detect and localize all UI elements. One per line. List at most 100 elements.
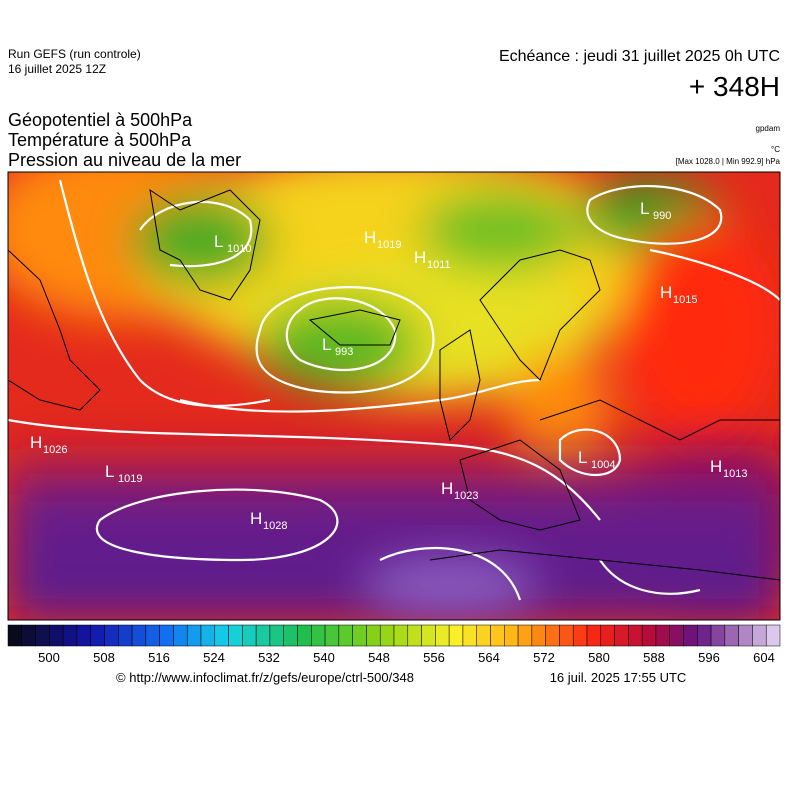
- unit-label: [Max 1028.0 | Min 992.9] hPa: [676, 157, 781, 166]
- colorbar-swatch: [228, 624, 243, 647]
- colorbar-swatch: [49, 624, 64, 647]
- source-link[interactable]: © http://www.infoclimat.fr/z/gefs/europe…: [116, 670, 414, 685]
- center-value: 990: [653, 210, 671, 222]
- colorbar-swatch: [145, 624, 160, 647]
- colorbar-swatch: [435, 624, 450, 647]
- colorbar-swatch: [366, 624, 381, 647]
- colorbar-tick-label: 524: [203, 650, 225, 665]
- colorbar-tick-label: 572: [533, 650, 555, 665]
- colorbar-swatch: [669, 624, 684, 647]
- colorbar-swatch: [338, 624, 353, 647]
- colorbar-swatch: [200, 624, 216, 647]
- center-value: 1028: [263, 520, 287, 532]
- colorbar-swatch: [641, 624, 657, 647]
- title-line: Température à 500hPa: [8, 130, 192, 150]
- center-value: 1011: [427, 259, 451, 271]
- center-letter: H: [710, 457, 722, 476]
- colorbar-tick-label: 588: [643, 650, 665, 665]
- colorbar-swatch: [531, 624, 546, 647]
- center-value: 1023: [454, 490, 478, 502]
- center-letter: H: [30, 433, 42, 452]
- colorbar-swatch: [517, 624, 533, 647]
- colorbar-swatch: [572, 624, 588, 647]
- colorbar-swatch: [283, 624, 298, 647]
- colorbar-swatch: [311, 624, 326, 647]
- unit-label: °C: [771, 145, 780, 154]
- run-date: 16 juillet 2025 12Z: [8, 62, 106, 76]
- colorbar-swatch: [407, 624, 422, 647]
- colorbar-swatch: [297, 624, 312, 647]
- colorbar-swatch: [462, 624, 477, 647]
- center-value: 993: [335, 346, 353, 358]
- center-letter: L: [214, 232, 223, 251]
- colorbar-swatch: [352, 624, 367, 647]
- title-line: Géopotentiel à 500hPa: [8, 110, 193, 130]
- title-line: Pression au niveau de la mer: [8, 150, 241, 170]
- colorbar-tick-label: 508: [93, 650, 115, 665]
- center-letter: L: [105, 462, 114, 481]
- colorbar-swatch: [683, 624, 698, 647]
- map-frame: [7, 171, 781, 621]
- colorbar-swatch: [159, 624, 174, 647]
- colorbar-swatch: [710, 624, 726, 647]
- center-letter: H: [414, 248, 426, 267]
- colorbar-swatch: [324, 624, 340, 647]
- colorbar-swatch: [697, 624, 712, 647]
- colorbar-swatch: [476, 624, 491, 647]
- center-value: 1013: [723, 468, 747, 480]
- colorbar-swatch: [269, 624, 284, 647]
- colorbar-swatch: [21, 624, 36, 647]
- colorbar-swatch: [255, 624, 271, 647]
- colorbar-swatch: [655, 624, 670, 647]
- colorbar-swatch: [118, 624, 133, 647]
- forecast-time: Echéance : jeudi 31 juillet 2025 0h UTC: [499, 48, 780, 65]
- center-value: 1015: [673, 294, 697, 306]
- unit-label: gpdam: [756, 124, 781, 133]
- colorbar-swatch: [724, 624, 739, 647]
- colorbar-swatch: [765, 624, 781, 647]
- colorbar-tick-label: 564: [478, 650, 500, 665]
- colorbar-swatch: [559, 624, 574, 647]
- colorbar-swatch: [393, 624, 409, 647]
- colorbar-tick-label: 500: [38, 650, 60, 665]
- colorbar-swatch: [600, 624, 615, 647]
- colorbar-swatch: [131, 624, 147, 647]
- colorbar-tick-label: 532: [258, 650, 280, 665]
- colorbar-swatch: [490, 624, 505, 647]
- center-value: 1019: [118, 473, 142, 485]
- colorbar-swatch: [752, 624, 767, 647]
- generated-time: 16 juil. 2025 17:55 UTC: [550, 670, 687, 685]
- colorbar-swatch: [90, 624, 105, 647]
- colorbar-tick-label: 540: [313, 650, 335, 665]
- center-letter: L: [322, 335, 331, 354]
- colorbar-swatch: [628, 624, 643, 647]
- center-value: 1004: [591, 459, 615, 471]
- colorbar-swatch: [76, 624, 91, 647]
- colorbar-swatch: [379, 624, 395, 647]
- colorbar-tick-label: 516: [148, 650, 170, 665]
- colorbar-swatch: [242, 624, 257, 647]
- colorbar-swatch: [214, 624, 229, 647]
- colorbar-swatch: [545, 624, 560, 647]
- center-value: 1010: [227, 243, 251, 255]
- colorbar-tick-label: 580: [588, 650, 610, 665]
- center-value: 1019: [377, 239, 401, 251]
- colorbar-tick-label: 556: [423, 650, 445, 665]
- colorbar-tick-label: 604: [753, 650, 775, 665]
- colorbar-swatch: [421, 624, 436, 647]
- colorbar-swatch: [504, 624, 519, 647]
- colorbar-swatch: [173, 624, 188, 647]
- colorbar-tick-label: 548: [368, 650, 390, 665]
- colorbar-swatch: [35, 624, 50, 647]
- colorbar-swatch: [104, 624, 119, 647]
- colorbar-swatch: [586, 624, 602, 647]
- lead-time: + 348H: [689, 71, 780, 102]
- colorbar-swatch: [448, 624, 464, 647]
- center-letter: H: [250, 509, 262, 528]
- center-letter: H: [364, 228, 376, 247]
- center-letter: L: [640, 199, 649, 218]
- colorbar-swatch: [7, 624, 23, 647]
- center-letter: H: [660, 283, 672, 302]
